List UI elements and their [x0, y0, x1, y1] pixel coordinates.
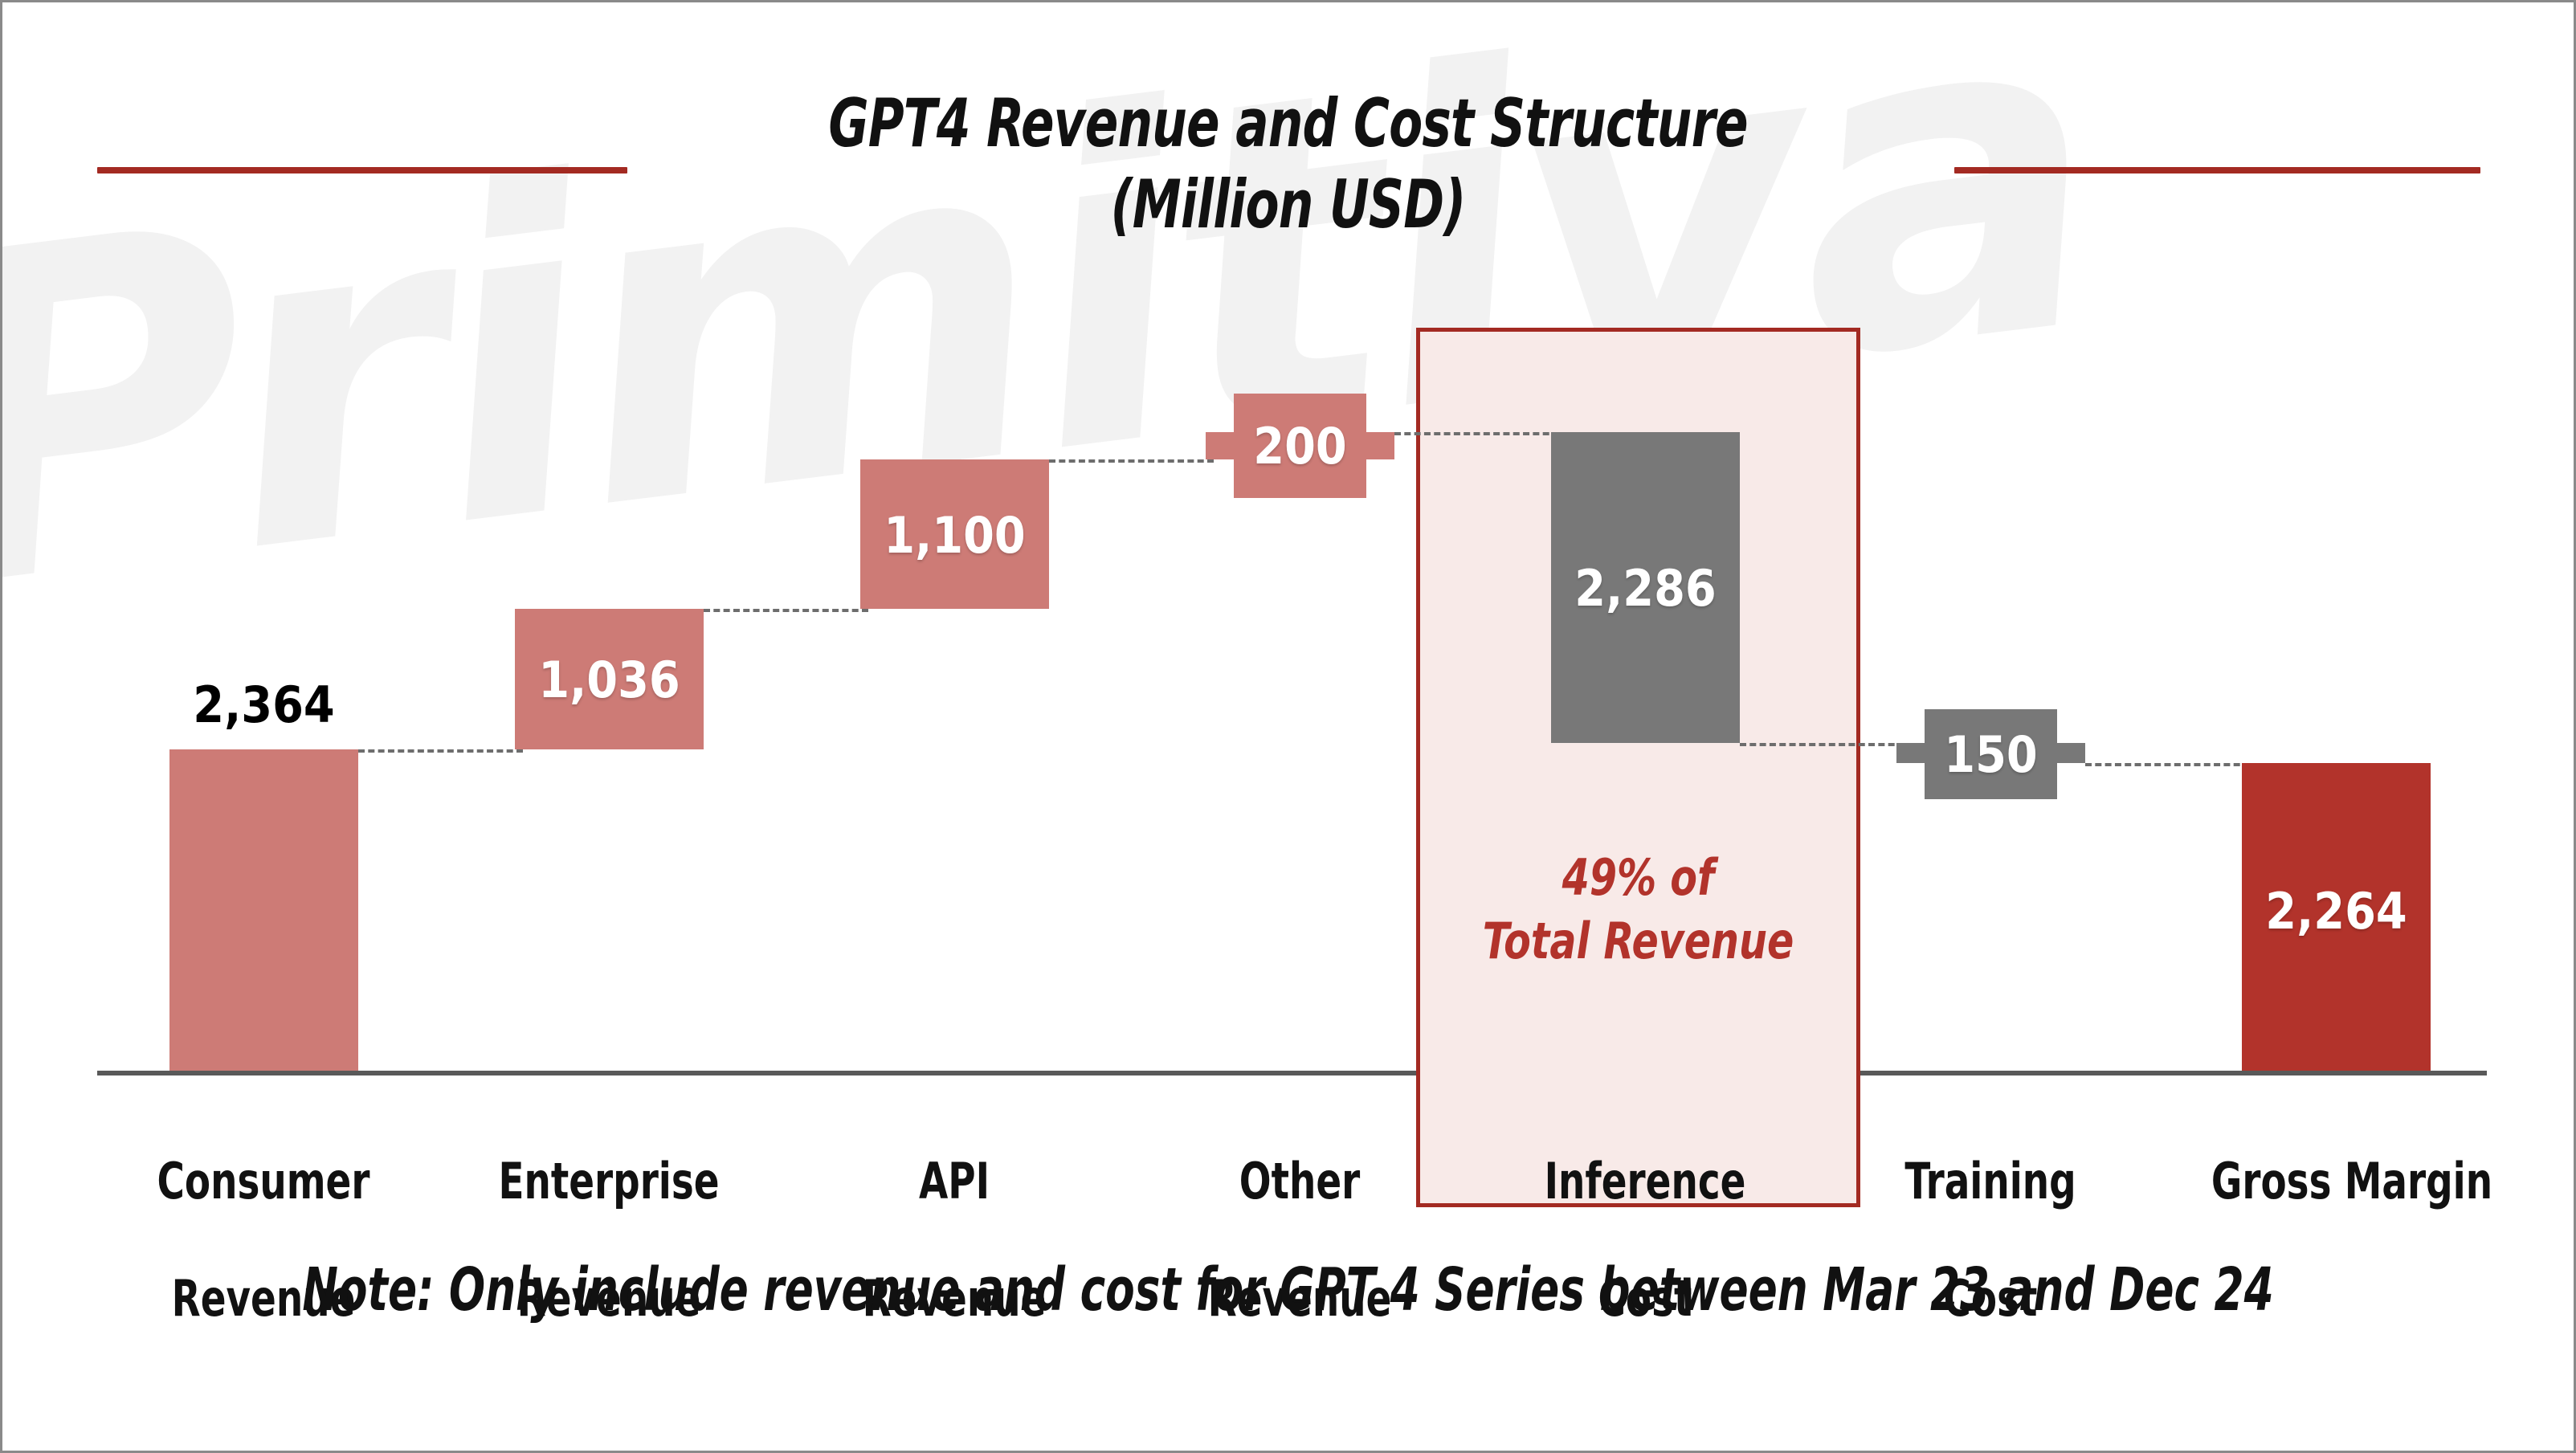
category-label-api-revenue: API Revenue: [826, 1093, 1082, 1329]
title-line-1: GPT4 Revenue and Cost Structure: [828, 84, 1748, 162]
annotation-line-1: 49% of: [1562, 848, 1715, 907]
connector-2: [704, 609, 868, 612]
cat-line-2: Cost: [1598, 1269, 1692, 1329]
bar-value-label: 1,100: [884, 506, 1026, 565]
bar-value-chip-other-revenue: 200: [1234, 394, 1366, 498]
bar-consumer-revenue[interactable]: 2,364: [169, 675, 358, 1071]
connector-5: [1740, 743, 1904, 746]
cat-line-1: Inference: [1544, 1152, 1746, 1211]
title-line-2: (Million USD): [1110, 165, 1467, 244]
category-label-inference-cost: Inference Cost: [1517, 1093, 1773, 1329]
header-rule-left: [97, 167, 627, 173]
bar-value-label: 2,264: [2265, 882, 2407, 941]
cat-line-2: Cost: [1943, 1269, 2038, 1329]
cat-line-1: Consumer: [157, 1152, 370, 1211]
bar-value-label: 2,364: [193, 675, 335, 734]
bar-api-revenue[interactable]: 1,100: [860, 459, 1049, 609]
connector-3: [1049, 459, 1214, 463]
cat-line-1: Gross Margin: [2211, 1152, 2493, 1211]
bar-value-label: 2,286: [1574, 559, 1717, 618]
page-title: GPT4 Revenue and Cost Structure (Million…: [234, 83, 2342, 246]
cat-line-2: Revenue: [862, 1269, 1047, 1329]
category-label-consumer-revenue: Consumer Revenue: [135, 1093, 391, 1329]
cat-line-1: Other: [1239, 1152, 1361, 1211]
bar-inference-cost[interactable]: 2,286: [1551, 432, 1740, 743]
bar-gross-margin[interactable]: 2,264: [2242, 763, 2431, 1071]
cat-line-2: Revenue: [516, 1269, 701, 1329]
chip-text: 200: [1253, 416, 1347, 475]
category-label-other-revenue: Other Revenue: [1171, 1093, 1427, 1329]
chip-text: 150: [1944, 724, 2038, 784]
chart-note: Note: Only include revenue and cost for …: [302, 1255, 2274, 1324]
cat-line-1: Training: [1904, 1152, 2076, 1211]
cat-line-2: Revenue: [1207, 1269, 1392, 1329]
header-rule-right: [1954, 167, 2480, 173]
connector-1: [358, 749, 523, 753]
category-label-gross-margin: Gross Margin: [2194, 1093, 2511, 1210]
cat-line-1: Enterprise: [498, 1152, 720, 1211]
annotation-line-2: Total Revenue: [1482, 912, 1794, 971]
category-label-training-cost: Training Cost: [1862, 1093, 2118, 1329]
connector-6: [2085, 763, 2250, 766]
chart-header: GPT4 Revenue and Cost Structure (Million…: [2, 2, 2574, 267]
bar-value-chip-training-cost: 150: [1925, 709, 2057, 799]
category-label-enterprise-revenue: Enterprise Revenue: [480, 1093, 737, 1329]
cat-line-2: Revenue: [171, 1269, 356, 1329]
highlight-annotation: 49% of Total Revenue: [1443, 846, 1834, 973]
connector-4: [1394, 432, 1559, 435]
x-axis-line: [97, 1071, 2487, 1075]
bar-enterprise-revenue[interactable]: 1,036: [515, 609, 704, 749]
cat-line-1: API: [918, 1152, 990, 1211]
bar-value-label: 1,036: [538, 651, 680, 709]
